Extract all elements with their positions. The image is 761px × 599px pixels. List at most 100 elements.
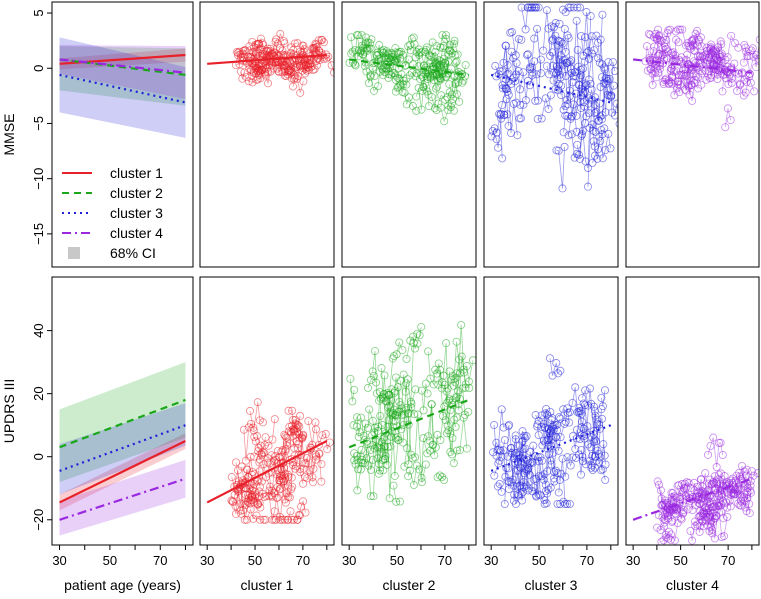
data-point <box>357 413 366 422</box>
data-point <box>683 59 692 68</box>
data-point <box>571 445 580 454</box>
data-point <box>268 492 277 501</box>
data-point <box>521 25 530 34</box>
data-point <box>299 464 308 473</box>
data-point <box>346 374 355 383</box>
data-point <box>708 526 717 535</box>
data-point <box>579 424 588 433</box>
data-point <box>409 332 418 341</box>
data-point <box>519 68 528 77</box>
data-point <box>353 486 362 495</box>
data-point <box>229 497 238 506</box>
data-point <box>585 456 594 465</box>
data-point <box>585 109 594 118</box>
data-point <box>402 379 411 388</box>
data-point <box>393 433 402 442</box>
data-point <box>277 447 286 456</box>
data-point <box>303 474 312 483</box>
data-point <box>551 433 560 442</box>
data-point <box>413 410 422 419</box>
fit-line-cluster-3 <box>490 73 612 104</box>
trajectory-line <box>409 37 414 45</box>
data-point <box>601 460 610 469</box>
data-point <box>680 479 689 488</box>
data-point <box>559 128 568 137</box>
panel-updrs-col0: 40 20 0 −20 UPDRS III 30 50 70 patient age (year… <box>1 276 194 593</box>
data-point <box>406 46 415 55</box>
data-point <box>523 465 532 474</box>
data-point <box>544 436 553 445</box>
data-point <box>281 498 290 507</box>
data-point <box>262 64 271 73</box>
data-point <box>276 29 285 38</box>
data-point <box>696 506 705 515</box>
data-point <box>240 46 249 55</box>
panel-frame <box>625 1 760 268</box>
data-point <box>580 434 589 443</box>
data-point <box>428 71 437 80</box>
trajectory-line <box>277 437 287 470</box>
data-point <box>264 441 273 450</box>
data-point <box>268 515 277 524</box>
trajectory-line <box>709 52 726 78</box>
data-point <box>368 416 377 425</box>
data-point <box>749 471 758 480</box>
data-point <box>582 8 591 17</box>
trajectory-line <box>683 55 701 83</box>
data-point <box>581 82 590 91</box>
data-point <box>524 3 533 12</box>
data-point <box>288 482 297 491</box>
data-point <box>610 67 618 76</box>
data-point <box>721 123 730 132</box>
data-point <box>512 59 521 68</box>
data-point <box>240 68 249 77</box>
data-point <box>390 417 399 426</box>
data-point <box>511 431 520 440</box>
data-point <box>577 31 586 40</box>
data-point <box>567 112 576 121</box>
data-point <box>402 80 411 89</box>
fit-line-cluster-2 <box>59 398 186 449</box>
data-point <box>682 56 691 65</box>
data-point <box>330 68 334 77</box>
data-point <box>395 397 404 406</box>
data-point <box>357 445 366 454</box>
data-point <box>404 472 413 481</box>
trajectory-line <box>584 16 592 59</box>
data-point <box>243 465 252 474</box>
trajectory-line <box>551 26 562 67</box>
data-point <box>379 434 388 443</box>
trajectory-line <box>572 82 587 135</box>
data-point <box>561 8 570 17</box>
data-point <box>681 492 690 501</box>
fit-line-cluster-3 <box>59 424 186 472</box>
trajectory-line <box>393 341 403 357</box>
data-point <box>591 411 600 420</box>
data-point <box>746 481 755 490</box>
data-point <box>305 466 314 475</box>
data-point <box>581 386 590 395</box>
data-point <box>676 25 685 34</box>
data-point <box>517 35 526 44</box>
data-point <box>432 106 441 115</box>
data-point <box>752 63 759 72</box>
data-point <box>596 112 605 121</box>
trajectory-line <box>560 85 577 117</box>
data-point <box>261 473 270 482</box>
data-point <box>588 451 597 460</box>
trajectory-line <box>356 417 368 442</box>
data-point <box>658 500 667 509</box>
data-point <box>702 491 711 500</box>
data-point <box>423 449 432 458</box>
data-point <box>413 339 422 348</box>
data-point <box>426 51 435 60</box>
trajectory-line <box>503 45 508 92</box>
data-point <box>588 158 597 167</box>
data-point <box>391 373 400 382</box>
data-point <box>403 375 412 384</box>
trajectory-line <box>518 435 527 472</box>
trajectory-line <box>571 134 578 159</box>
y-tick-label: 20 <box>31 386 46 400</box>
data-point <box>407 450 416 459</box>
legend-ci-swatch <box>68 247 80 259</box>
